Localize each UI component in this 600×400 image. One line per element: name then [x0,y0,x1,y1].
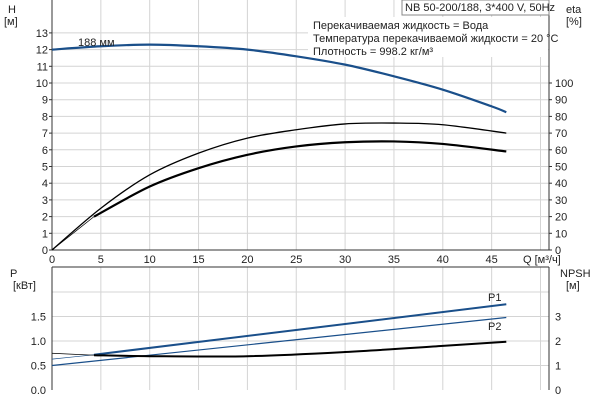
curve-label-p1: P1 [488,292,501,304]
eta-axis-unit: [%] [566,16,582,28]
x-tick-label: 25 [290,254,302,266]
curve-eta-2 [93,140,507,218]
npsh-tick-label: 2 [555,336,561,348]
info-bg [308,17,548,57]
chart-title: NB 50-200/188, 3*400 V, 50Hz [405,2,555,14]
h-tick-label: 5 [42,162,48,174]
x-tick-label: 0 [49,254,55,266]
info-fluid: Перекачиваемая жидкость = Вода [313,20,489,32]
h-tick-label: 12 [36,45,48,57]
curve-extension [51,354,95,360]
eta-tick-label: 100 [555,78,573,90]
curve-188-мм [51,43,507,114]
eta-tick-label: 10 [555,228,567,240]
npsh-tick-label: 3 [555,312,561,324]
p-tick-label: 1.0 [31,336,46,348]
eta-tick-label: 50 [555,162,567,174]
curve-eta-1 [51,122,507,251]
title-box [401,0,550,16]
h-tick-label: 10 [36,78,48,90]
x-tick-label: 15 [192,254,204,266]
h-tick-label: 6 [42,145,48,157]
h-axis-label: H [8,4,16,16]
x-tick-label: 10 [144,254,156,266]
x-tick-label: 35 [388,254,400,266]
h-tick-label: 1 [42,228,48,240]
curve-label-188: 188 мм [78,37,115,49]
x-tick-label: 20 [241,254,253,266]
eta-tick-label: 30 [555,195,567,207]
info-temperature: Температура перекачиваемой жидкости = 20… [313,33,559,45]
h-tick-label: 9 [42,95,48,107]
eta-tick-label: 70 [555,128,567,140]
p-axis-label: P [10,268,17,280]
p-tick-label: 0.0 [31,385,46,397]
curve-extension [51,216,95,251]
h-tick-label: 4 [42,178,48,190]
eta-axis-label: eta [566,4,582,16]
h-tick-label: 3 [42,195,48,207]
npsh-axis-label: NPSH [560,268,591,280]
curve-label-p2: P2 [488,321,501,333]
p-tick-label: 0.5 [31,361,46,373]
x-tick-label: 5 [98,254,104,266]
eta-tick-label: 20 [555,212,567,224]
h-tick-label: 0 [42,245,48,257]
npsh-tick-label: 0 [555,385,561,397]
p-axis-unit: [кВт] [13,280,36,292]
eta-tick-label: 80 [555,111,567,123]
x-tick-label: 40 [437,254,449,266]
info-density: Плотность = 998.2 кг/м³ [313,46,433,58]
h-tick-label: 11 [37,61,48,73]
h-tick-label: 2 [42,212,48,224]
eta-tick-label: 0 [555,245,561,257]
npsh-axis-unit: [м] [566,280,580,292]
p-tick-label: 1.5 [31,312,46,324]
npsh-tick-label: 1 [555,361,561,373]
eta-tick-label: 60 [555,145,567,157]
x-tick-label: 45 [486,254,498,266]
curve-extension [51,352,95,356]
h-tick-label: 8 [42,111,48,123]
q-axis-label: Q [м³/ч] [523,254,561,266]
h-tick-label: 7 [42,128,48,140]
eta-tick-label: 40 [555,178,567,190]
curve-P1 [93,303,507,356]
curve-P2 [51,316,507,367]
curve-npsh-2 [93,340,507,358]
h-tick-label: 13 [36,28,48,40]
eta-tick-label: 90 [555,95,567,107]
x-tick-label: 30 [339,254,351,266]
h-axis-unit: [м] [4,16,18,28]
